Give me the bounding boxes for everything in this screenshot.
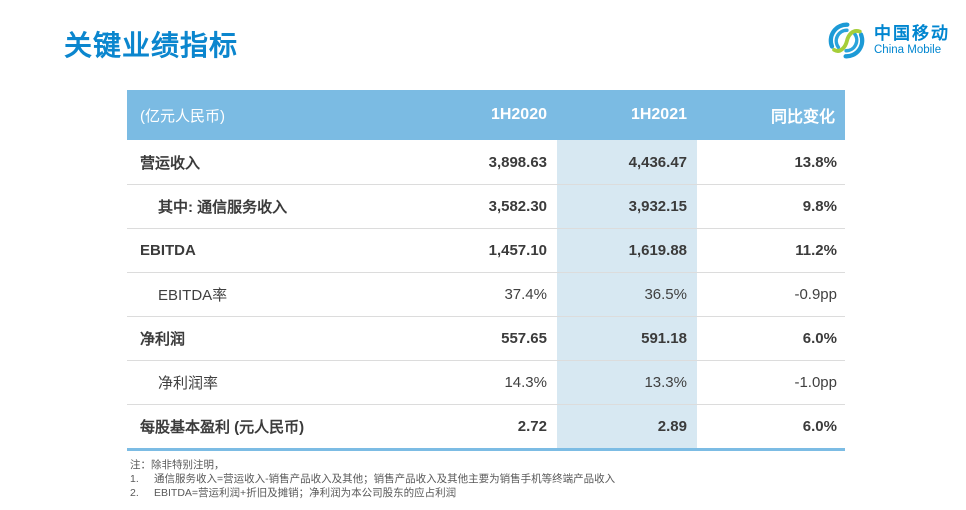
logo-name-cn: 中国移动 — [874, 23, 950, 43]
value-1h2020: 37.4% — [504, 286, 547, 303]
value-1h2020: 3,582.30 — [488, 198, 547, 215]
value-1h2021: 36.5% — [557, 273, 697, 316]
footnote-2-number: 2. — [130, 487, 139, 499]
logo-wordmark: 中国移动 China Mobile — [874, 23, 950, 56]
row-label: 净利润 — [140, 331, 186, 348]
value-1h2021: 3,932.15 — [557, 185, 697, 228]
value-yoy-change: 9.8% — [802, 198, 837, 215]
row-label: 营运收入 — [140, 154, 201, 172]
value-1h2020: 2.72 — [517, 418, 547, 435]
value-1h2020: 3,898.63 — [488, 153, 547, 171]
table-row: EBITDA 1,457.10 1,619.88 11.2% — [127, 228, 845, 272]
footnote-2: 2. EBITDA=营运利润+折旧及摊销；净利润为本公司股东的应占利润 — [130, 486, 615, 500]
value-1h2020: 1,457.10 — [488, 242, 547, 259]
value-1h2021: 4,436.47 — [557, 140, 697, 184]
china-mobile-swirl-icon — [828, 22, 865, 59]
row-label: 其中: 通信服务收入 — [158, 199, 288, 216]
footnote-1-text: 通信服务收入=营运收入-销售产品收入及其他；销售产品收入及其他主要为销售手机等终… — [154, 473, 616, 485]
footnote-intro: 注：除非特别注明， — [130, 459, 225, 471]
value-yoy-change: -1.0pp — [794, 374, 837, 391]
value-1h2021: 1,619.88 — [557, 229, 697, 272]
page-title: 关键业绩指标 — [64, 30, 239, 61]
value-1h2021: 13.3% — [557, 361, 697, 404]
table-unit-label: (亿元人民币) — [140, 107, 225, 125]
footnote-1-number: 1. — [130, 473, 139, 485]
value-yoy-change: 13.8% — [794, 153, 837, 171]
table-row: EBITDA率 37.4% 36.5% -0.9pp — [127, 272, 845, 316]
footnotes: 注：除非特别注明， 1. 通信服务收入=营运收入-销售产品收入及其他；销售产品收… — [130, 458, 615, 500]
value-1h2020: 14.3% — [504, 374, 547, 391]
table-row: 每股基本盈利 (元人民币) 2.72 2.89 6.0% — [127, 404, 845, 448]
footnote-2-text: EBITDA=营运利润+折旧及摊销；净利润为本公司股东的应占利润 — [154, 487, 457, 499]
table-row: 其中: 通信服务收入 3,582.30 3,932.15 9.8% — [127, 184, 845, 228]
value-yoy-change: 6.0% — [802, 418, 837, 435]
value-yoy-change: -0.9pp — [794, 286, 837, 303]
value-1h2021: 2.89 — [557, 405, 697, 448]
row-label: 每股基本盈利 (元人民币) — [140, 419, 305, 436]
table-header-row: (亿元人民币) 1H2020 1H2021 同比变化 — [127, 90, 845, 140]
column-header-1h2020: 1H2020 — [490, 106, 547, 123]
row-label: 净利润率 — [158, 375, 219, 392]
table-body: 营运收入 3,898.63 4,436.47 13.8% 其中: 通信服务收入 3,582… — [127, 140, 845, 448]
logo-name-en: China Mobile — [874, 43, 942, 56]
column-header-yoy-change: 同比变化 — [770, 109, 835, 126]
value-yoy-change: 11.2% — [795, 242, 837, 259]
china-mobile-logo: 中国移动 China Mobile — [826, 20, 950, 61]
table-row: 净利润率 14.3% 13.3% -1.0pp — [127, 360, 845, 404]
value-yoy-change: 6.0% — [802, 330, 837, 347]
footnote-1: 1. 通信服务收入=营运收入-销售产品收入及其他；销售产品收入及其他主要为销售手… — [130, 472, 615, 486]
value-1h2021: 591.18 — [557, 317, 697, 360]
table-row: 净利润 557.65 591.18 6.0% — [127, 316, 845, 360]
column-header-1h2021: 1H2021 — [630, 106, 687, 123]
row-label: EBITDA — [140, 242, 196, 259]
table-row: 营运收入 3,898.63 4,436.47 13.8% — [127, 140, 845, 184]
row-label: EBITDA率 — [158, 287, 228, 304]
value-1h2020: 557.65 — [501, 330, 547, 347]
kpi-table: (亿元人民币) 1H2020 1H2021 同比变化 营运收入 3,898.63 4… — [127, 90, 845, 451]
